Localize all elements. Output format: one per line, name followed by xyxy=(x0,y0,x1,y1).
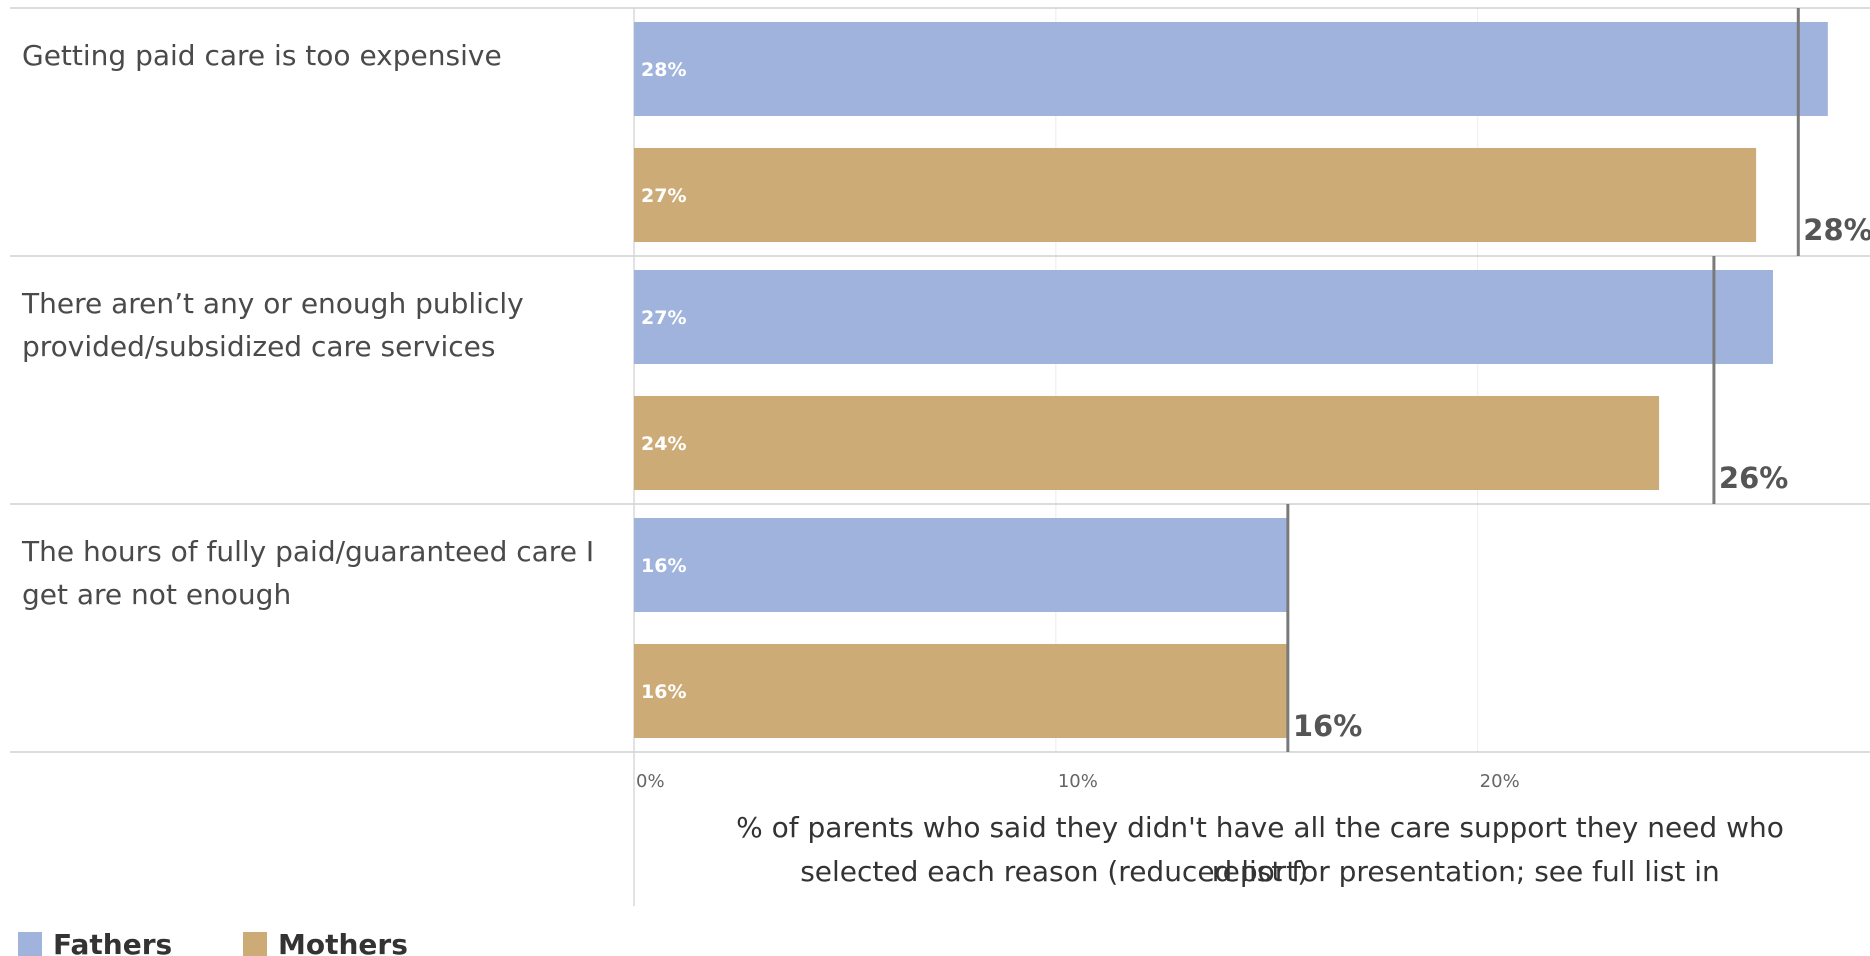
bar-value-label: 16% xyxy=(641,555,686,577)
bar-value-label: 16% xyxy=(641,681,686,703)
bar-value-label: 27% xyxy=(641,307,686,329)
x-tick-label: 0% xyxy=(636,771,665,792)
x-tick-label: 10% xyxy=(1058,771,1098,792)
bar-mothers xyxy=(634,396,1660,490)
total-value-label: 28% xyxy=(1803,213,1870,247)
bar-mothers xyxy=(634,644,1288,738)
category-label: The hours of fully paid/guaranteed care … xyxy=(21,535,594,611)
bar-mothers xyxy=(634,148,1757,242)
legend-label-mothers: Mothers xyxy=(278,928,408,956)
x-tick-label: 20% xyxy=(1480,771,1520,792)
x-axis-title: selected each reason (reduced list for p… xyxy=(800,855,1720,888)
legend-label-fathers: Fathers xyxy=(53,928,172,956)
bar-value-label: 24% xyxy=(641,433,686,455)
legend-swatch-fathers xyxy=(18,932,42,956)
category-label: Getting paid care is too expensive xyxy=(22,39,502,72)
legend-swatch-mothers xyxy=(243,932,267,956)
total-value-label: 26% xyxy=(1719,461,1788,495)
category-label: There aren’t any or enough publicly provi… xyxy=(21,287,524,363)
bar-value-label: 28% xyxy=(641,59,686,81)
bar-value-label: 27% xyxy=(641,185,686,207)
bar-fathers xyxy=(634,518,1288,612)
x-axis-title: report) xyxy=(1212,855,1308,888)
x-axis-title: % of parents who said they didn't have a… xyxy=(736,811,1784,844)
bar-fathers xyxy=(634,22,1828,116)
bar-fathers xyxy=(634,270,1773,364)
total-value-label: 16% xyxy=(1293,709,1362,743)
